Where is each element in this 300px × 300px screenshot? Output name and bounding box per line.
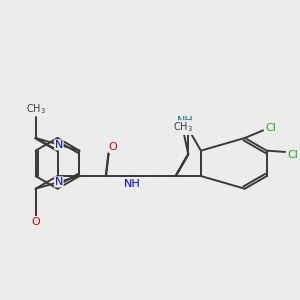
Text: N: N — [55, 177, 63, 187]
Text: Cl: Cl — [265, 123, 276, 133]
Text: O: O — [109, 142, 118, 152]
Text: CH$_3$: CH$_3$ — [26, 102, 46, 116]
Text: NH: NH — [124, 178, 141, 188]
Text: CH$_3$: CH$_3$ — [173, 121, 193, 134]
Text: NH: NH — [177, 116, 194, 126]
Text: N: N — [55, 140, 63, 150]
Text: Cl: Cl — [287, 150, 298, 160]
Text: O: O — [31, 217, 40, 227]
